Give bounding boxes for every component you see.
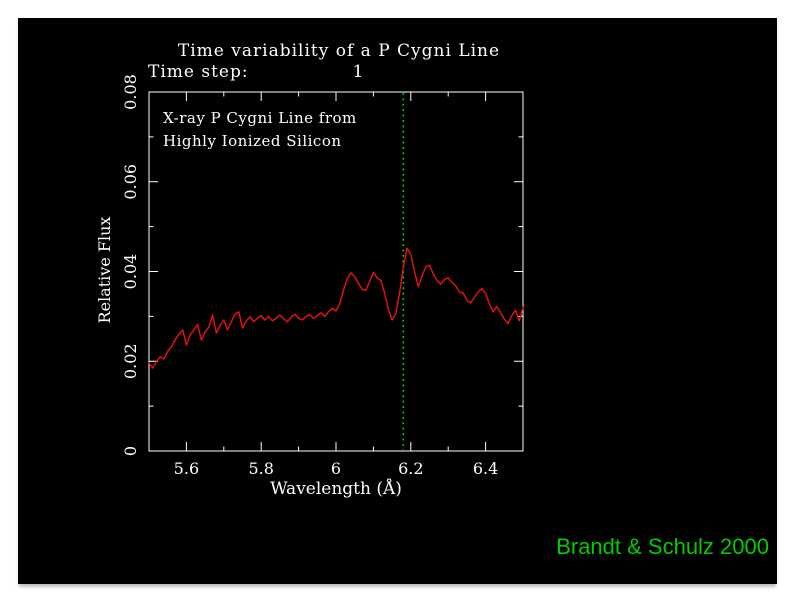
x-axis-title: Wavelength (Å) xyxy=(270,479,402,499)
svg-text:0.08: 0.08 xyxy=(121,74,140,110)
svg-text:5.8: 5.8 xyxy=(248,459,273,478)
annotation-line-2: Highly Ionized Silicon xyxy=(163,132,342,150)
time-step-value: 1 xyxy=(352,62,364,82)
svg-text:0.02: 0.02 xyxy=(121,343,140,379)
svg-text:0.06: 0.06 xyxy=(121,164,140,200)
svg-text:0: 0 xyxy=(121,446,140,456)
credit-text: Brandt & Schulz 2000 xyxy=(556,534,769,559)
svg-text:6.4: 6.4 xyxy=(473,459,498,478)
svg-text:0.04: 0.04 xyxy=(121,254,140,290)
y-axis-title: Relative Flux xyxy=(95,216,114,324)
annotation-line-1: X-ray P Cygni Line from xyxy=(163,109,357,127)
spectrum-plot: 5.6 5.8 6 6.2 6.4 0 0.02 0.04 0.06 0.08 xyxy=(121,74,524,478)
svg-text:6.2: 6.2 xyxy=(398,459,423,478)
time-step-label: Time step: xyxy=(148,62,249,82)
svg-text:6: 6 xyxy=(331,459,341,478)
svg-text:5.6: 5.6 xyxy=(174,459,199,478)
slide-background: Time variability of a P Cygni Line Time … xyxy=(18,18,777,584)
plot-title: Time variability of a P Cygni Line xyxy=(177,41,501,61)
